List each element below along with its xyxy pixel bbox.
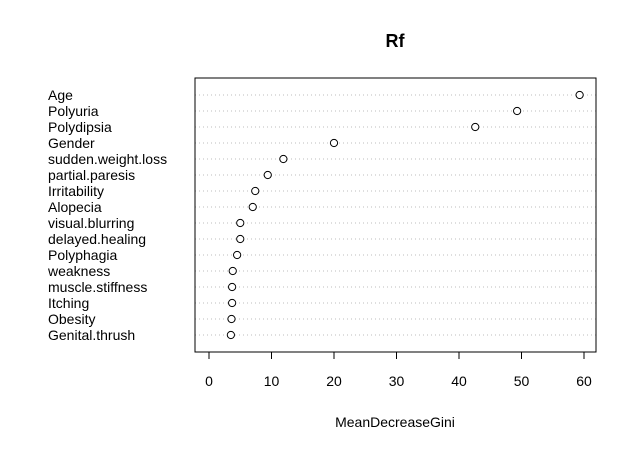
category-label: visual.blurring [48, 215, 134, 231]
category-label: Itching [48, 295, 89, 311]
data-point [575, 90, 584, 100]
x-tick-label: 20 [326, 373, 342, 389]
category-label: Alopecia [48, 199, 102, 215]
data-point [228, 298, 237, 308]
category-label: Age [48, 87, 73, 103]
data-point [226, 330, 235, 340]
chart-title: Rf [386, 31, 406, 51]
data-point [263, 170, 272, 180]
category-label: delayed.healing [48, 231, 146, 247]
data-point [236, 218, 245, 228]
x-tick-label: 50 [514, 373, 530, 389]
x-tick-label: 10 [264, 373, 280, 389]
grid-lines [195, 94, 596, 336]
x-tick-label: 60 [576, 373, 592, 389]
category-label: Polyphagia [48, 247, 117, 263]
category-label: weakness [47, 263, 110, 279]
category-label: Polydipsia [48, 119, 112, 135]
data-point [279, 154, 288, 164]
x-tick-label: 0 [205, 373, 213, 389]
data-point [233, 250, 242, 260]
data-points [226, 90, 584, 340]
x-axis-label: MeanDecreaseGini [335, 414, 455, 430]
category-label: Obesity [48, 311, 95, 327]
category-label: Irritability [48, 183, 104, 199]
category-labels: AgePolyuriaPolydipsiaGendersudden.weight… [47, 87, 167, 343]
category-label: Genital.thrush [48, 327, 135, 343]
data-point [228, 266, 237, 276]
data-point [329, 138, 339, 148]
data-point [236, 234, 245, 244]
plot-frame [194, 77, 597, 353]
category-label: Polyuria [48, 103, 99, 119]
category-label: muscle.stiffness [48, 279, 147, 295]
category-label: Gender [48, 135, 95, 151]
data-point [248, 202, 257, 212]
x-axis: 0 10 20 30 40 50 60 [205, 351, 592, 389]
x-tick-label: 30 [389, 373, 405, 389]
x-tick-label: 40 [451, 373, 467, 389]
data-point [251, 186, 260, 196]
category-label: partial.paresis [48, 167, 135, 183]
data-point [227, 314, 236, 324]
data-point [513, 106, 522, 116]
category-label: sudden.weight.loss [48, 151, 167, 167]
data-point [471, 122, 480, 132]
data-point [228, 282, 237, 292]
